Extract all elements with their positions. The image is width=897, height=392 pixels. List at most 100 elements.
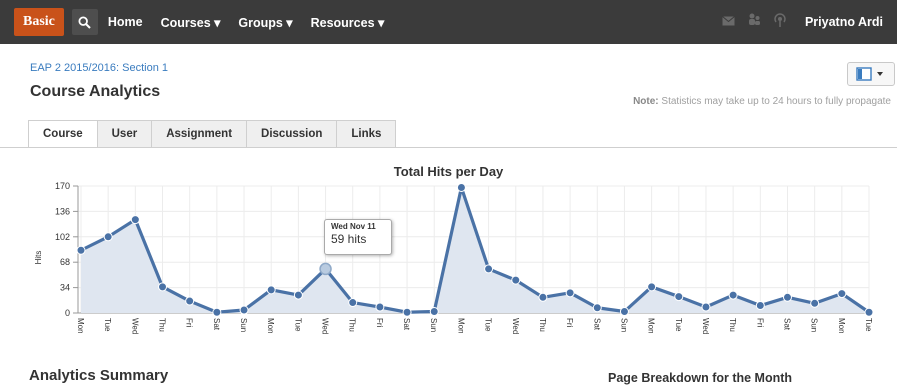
connections-icon[interactable] (747, 13, 761, 31)
y-tick-label: 102 (55, 232, 70, 242)
x-tick-label: Thu (158, 318, 167, 332)
data-point (239, 305, 249, 315)
x-tick-label: Thu (538, 318, 547, 332)
data-point (402, 307, 412, 317)
tab-user[interactable]: User (96, 120, 153, 147)
y-tick-label: 34 (60, 283, 70, 293)
x-tick-label: Tue (103, 318, 112, 332)
y-tick-label: 0 (65, 308, 70, 318)
x-tick-label: Wed (130, 318, 139, 334)
x-tick-label: Wed (701, 318, 710, 334)
data-point (810, 298, 820, 308)
top-navbar: Basic Home Courses ▾ Groups ▾ Resources … (0, 0, 897, 44)
data-point (565, 288, 575, 298)
x-tick-label: Mon (456, 318, 465, 334)
data-point (212, 307, 222, 317)
data-point (266, 285, 276, 295)
x-tick-label: Sat (782, 318, 791, 331)
data-point (130, 215, 140, 225)
x-tick-label: Sun (810, 318, 819, 332)
propagation-note: Note: Statistics may take up to 24 hours… (633, 96, 891, 107)
x-tick-label: Wed (321, 318, 330, 334)
page-title: Course Analytics (30, 83, 161, 100)
data-point (456, 182, 466, 192)
hits-chart: 0 34 68 102 136 170 Hits Mon Tue Wed Thu Fri Sat Sun M… (34, 181, 874, 334)
tab-divider (0, 147, 897, 148)
x-tick-label: Thu (348, 318, 357, 332)
main-nav: Home Courses ▾ Groups ▾ Resources ▾ (108, 15, 402, 30)
x-tick-label: Tue (674, 318, 683, 332)
data-point (782, 292, 792, 302)
data-point (158, 282, 168, 292)
x-tick-label: Tue (484, 318, 493, 332)
data-point (647, 282, 657, 292)
data-point (293, 290, 303, 300)
nav-right: Priyatno Ardi (722, 0, 883, 44)
data-point (837, 289, 847, 299)
analytics-summary-heading: Analytics Summary (29, 367, 169, 384)
x-tick-label: Sun (429, 318, 438, 332)
search-button[interactable] (71, 9, 98, 35)
brand-logo[interactable]: Basic (14, 8, 64, 36)
x-tick-label: Sat (592, 318, 601, 331)
messages-icon[interactable] (722, 13, 735, 31)
tab-links[interactable]: Links (336, 120, 397, 147)
tab-discussion[interactable]: Discussion (246, 120, 338, 147)
data-point (592, 303, 602, 313)
nav-courses[interactable]: Courses ▾ (160, 15, 221, 30)
page-breakdown-heading: Page Breakdown for the Month (608, 371, 793, 385)
data-point (375, 302, 385, 312)
x-tick-label: Fri (375, 318, 384, 328)
y-tick-label: 136 (55, 206, 70, 216)
layout-icon (856, 67, 883, 81)
x-tick-label: Sat (402, 318, 411, 331)
nav-resources[interactable]: Resources ▾ (310, 15, 385, 30)
data-point (511, 275, 521, 285)
x-tick-label: Fri (755, 318, 764, 328)
data-point (538, 292, 548, 302)
x-tick-label: Mon (266, 318, 275, 334)
x-tick-label: Sat (212, 318, 221, 331)
x-tick-label: Fri (565, 318, 574, 328)
data-point (484, 264, 494, 274)
updates-icon[interactable] (773, 12, 787, 32)
breadcrumb[interactable]: EAP 2 2015/2016: Section 1 (30, 62, 169, 74)
data-point (429, 307, 439, 317)
x-tick-label: Thu (728, 318, 737, 332)
data-point (348, 298, 358, 308)
tab-assignment[interactable]: Assignment (151, 120, 248, 147)
series-line (80, 185, 870, 314)
x-tick-label: Mon (76, 318, 85, 334)
chart-title: Total Hits per Day (393, 164, 504, 179)
view-toggle-button[interactable] (847, 62, 895, 86)
series-area (81, 187, 869, 313)
x-tick-label: Fri (185, 318, 194, 328)
data-point (103, 232, 113, 242)
x-tick-label: Wed (511, 318, 520, 334)
nav-home[interactable]: Home (107, 14, 143, 29)
data-point (755, 301, 765, 311)
data-point (864, 307, 874, 317)
nav-groups[interactable]: Groups ▾ (238, 15, 293, 30)
user-menu[interactable]: Priyatno Ardi (804, 15, 883, 29)
search-icon (78, 15, 92, 29)
data-point (728, 290, 738, 300)
x-tick-label: Mon (647, 318, 656, 334)
x-tick-label: Sun (619, 318, 628, 332)
chart-tooltip: Wed Nov 11 59 hits (324, 219, 392, 255)
x-tick-label: Sun (239, 318, 248, 332)
y-tick-label: 170 (55, 181, 70, 191)
tooltip-value: 59 hits (331, 232, 367, 246)
data-point (185, 296, 195, 306)
y-axis-label: Hits (34, 251, 43, 265)
tab-course[interactable]: Course (28, 120, 98, 148)
y-tick-label: 68 (60, 257, 70, 267)
tooltip-date: Wed Nov 11 (331, 222, 376, 231)
data-point (76, 245, 86, 255)
x-tick-label: Mon (837, 318, 846, 334)
analytics-tabs: Course User Assignment Discussion Links (28, 120, 397, 148)
x-tick-label: Tue (293, 318, 302, 332)
x-tick-label: Tue (864, 318, 873, 332)
data-point (619, 307, 629, 317)
data-point (674, 292, 684, 302)
